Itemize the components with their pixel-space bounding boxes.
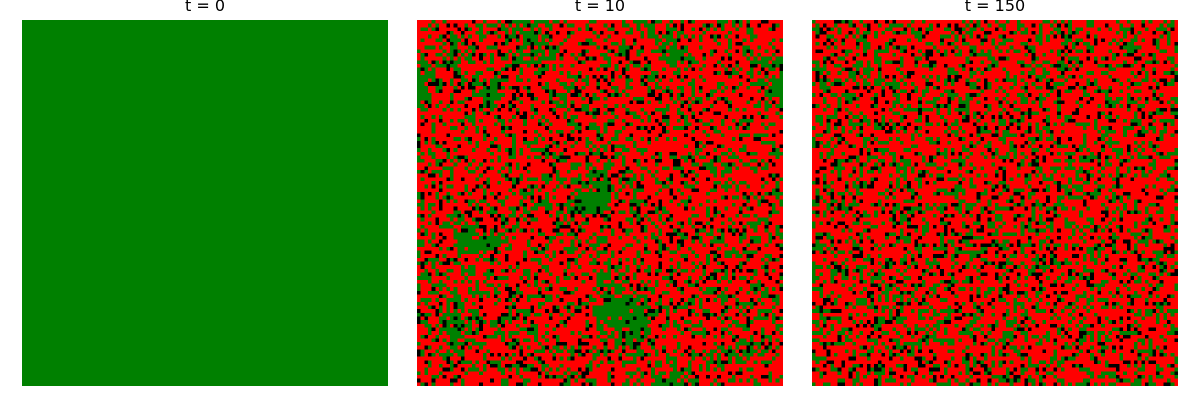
panel-title: t = 150	[964, 0, 1026, 15]
forest-grid-heatmap	[812, 20, 1178, 386]
forest-grid-heatmap	[417, 20, 783, 386]
panel-title: t = 10	[574, 0, 626, 15]
panel-title: t = 0	[184, 0, 226, 15]
forest-grid-heatmap	[22, 20, 388, 386]
panel-t10: t = 10	[417, 0, 783, 400]
panel-t150: t = 150	[812, 0, 1178, 400]
panel-t0: t = 0	[22, 0, 388, 400]
